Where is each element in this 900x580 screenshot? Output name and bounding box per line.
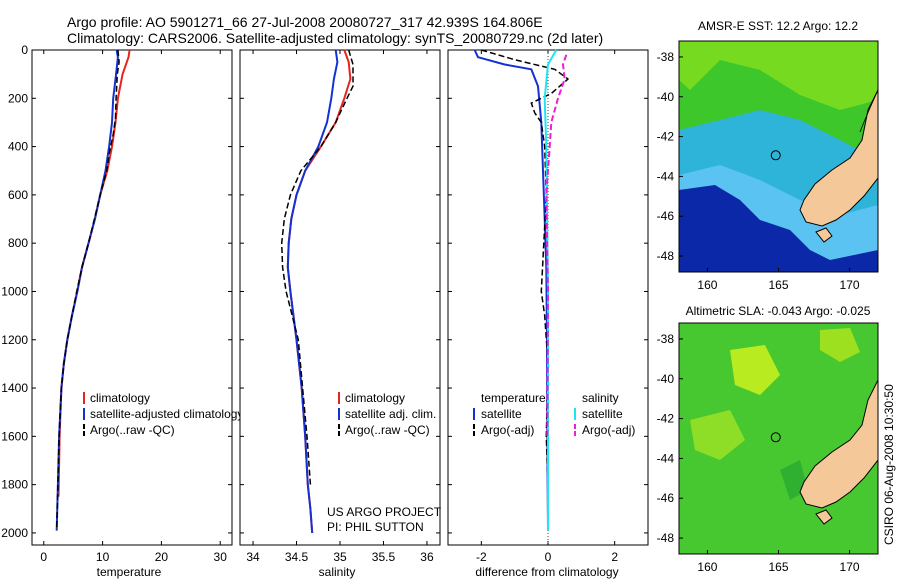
x-tick-label: 0	[545, 550, 552, 564]
x-tick-label: 170	[840, 278, 860, 292]
sla-field-high	[690, 410, 745, 460]
legend-label-climatology: climatology	[90, 391, 150, 405]
series-salinity-argo-adj	[545, 54, 568, 437]
sla-map-panel: Altimetric SLA: -0.043 Argo: -0.025 -38 -…	[657, 304, 879, 574]
y-tick-label: 200	[8, 91, 28, 105]
temperature-legend: climatology satellite-adjusted climatolo…	[83, 391, 243, 437]
x-tick-label: 165	[768, 560, 788, 574]
x-tick-label: 160	[697, 560, 717, 574]
sst-contour	[859, 89, 878, 133]
credit-timestamp: CSIRO 06-Aug-2008 10:30:50	[882, 384, 896, 545]
legend-label-sal-argo: Argo(-adj)	[582, 423, 635, 437]
x-tick-label: 160	[697, 278, 717, 292]
y-tick-label: -46	[657, 491, 675, 505]
project-annotation: US ARGO PROJECT	[327, 505, 442, 519]
y-tick-label: 800	[8, 236, 28, 250]
x-tick-label: 0	[40, 550, 47, 564]
header-line-1: Argo profile: AO 5901271_66 27-Jul-2008 …	[67, 14, 543, 30]
legend-label-temp-argo: Argo(-adj)	[481, 423, 534, 437]
legend-label-argo: Argo(..raw -QC)	[345, 423, 430, 437]
series-argo-raw-qc	[280, 49, 354, 485]
y-tick-label: 1800	[1, 478, 28, 492]
series-argo-raw-qc	[55, 49, 120, 531]
sla-map-title: Altimetric SLA: -0.043 Argo: -0.025	[686, 304, 871, 318]
sst-field-cold	[679, 185, 878, 272]
salinity-axes-box	[239, 49, 441, 546]
y-tick-label: -40	[657, 372, 675, 386]
x-tick-label: 35.5	[372, 550, 396, 564]
legend-title-temperature: temperature	[481, 391, 546, 405]
y-tick-label: 1200	[1, 333, 28, 347]
legend-title-salinity: salinity	[582, 391, 619, 405]
y-tick-label: -40	[657, 90, 675, 104]
y-tick-label: -42	[657, 412, 675, 426]
x-tick-label: 30	[214, 550, 228, 564]
x-tick-label: 20	[155, 550, 169, 564]
series-satellite-adj-clim	[286, 49, 339, 533]
y-tick-label: -44	[657, 169, 675, 183]
y-tick-label: -46	[657, 209, 675, 223]
y-tick-label: -48	[657, 249, 675, 263]
difference-xlabel: difference from climatology	[475, 565, 618, 579]
sst-map-title: AMSR-E SST: 12.2 Argo: 12.2	[698, 19, 858, 33]
y-tick-label: 1000	[1, 284, 28, 298]
salinity-panel: 34 34.5 35 35.5 36 salinity climatology sate…	[239, 49, 442, 579]
salinity-xlabel: salinity	[319, 565, 356, 579]
sst-island	[815, 227, 833, 243]
sst-field-warm	[679, 41, 878, 110]
argo-float-marker	[770, 432, 781, 443]
temperature-panel: 0 200 400 600 800 1000 1200 1400 1600 1800 2000 0 1…	[1, 43, 243, 579]
difference-panel: -2 0 2 difference from climatology tempera…	[447, 49, 649, 579]
temperature-xlabel: temperature	[97, 565, 162, 579]
sst-map-panel: AMSR-E SST: 12.2 Argo: 12.2 -38 -40 -42 -44…	[657, 19, 879, 292]
pi-annotation: PI: PHIL SUTTON	[327, 520, 424, 534]
y-tick-label: -44	[657, 451, 675, 465]
argo-float-marker	[770, 150, 781, 161]
y-tick-label: -48	[657, 531, 675, 545]
y-tick-label: -38	[657, 332, 675, 346]
x-tick-label: 10	[96, 550, 110, 564]
x-tick-label: -2	[476, 550, 487, 564]
sla-island	[815, 509, 833, 525]
x-tick-label: 35	[333, 550, 347, 564]
legend-label-climatology: climatology	[345, 391, 405, 405]
sla-field-high	[820, 328, 860, 362]
legend-label-sal-satellite: satellite	[582, 407, 623, 421]
y-tick-label: 1600	[1, 429, 28, 443]
y-tick-label: 600	[8, 188, 28, 202]
y-tick-label: 1400	[1, 381, 28, 395]
y-tick-label: 2000	[1, 526, 28, 540]
y-tick-label: 0	[21, 43, 28, 57]
y-tick-label: 400	[8, 140, 28, 154]
y-tick-label: -38	[657, 50, 675, 64]
legend-label-satellite: satellite adj. clim.	[345, 407, 436, 421]
x-tick-label: 34.5	[285, 550, 309, 564]
x-tick-label: 165	[768, 278, 788, 292]
x-tick-label: 170	[840, 560, 860, 574]
sla-field-high	[730, 345, 780, 395]
series-temperature-argo-adj	[481, 49, 569, 485]
y-tick-label: -42	[657, 130, 675, 144]
header-line-2: Climatology: CARS2006. Satellite-adjuste…	[67, 30, 603, 46]
legend-label-temp-satellite: satellite	[481, 407, 522, 421]
sst-land	[799, 89, 878, 227]
x-tick-label: 34	[246, 550, 260, 564]
difference-legend: temperature satellite Argo(-adj) salinit…	[473, 391, 635, 437]
salinity-legend: climatology satellite adj. clim. Argo(..…	[338, 391, 436, 437]
x-tick-label: 36	[420, 550, 434, 564]
temperature-axes-box	[31, 49, 233, 546]
legend-label-satellite: satellite-adjusted climatology	[90, 407, 243, 421]
sla-land	[799, 379, 878, 509]
legend-label-argo: Argo(..raw -QC)	[90, 423, 175, 437]
x-tick-label: 2	[611, 550, 618, 564]
